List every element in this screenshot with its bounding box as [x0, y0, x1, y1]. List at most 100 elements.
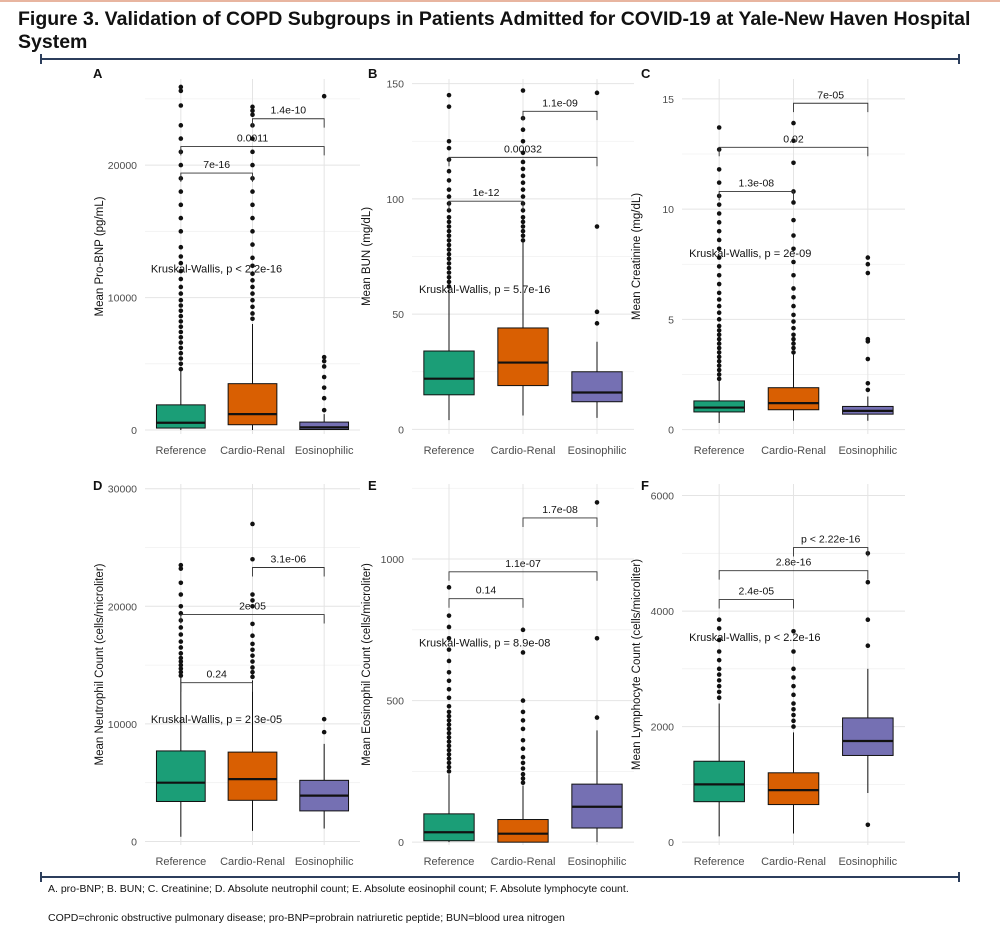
outlier-point: [594, 715, 600, 720]
outlier-point: [178, 329, 184, 335]
outlier-point: [446, 752, 452, 757]
box-cardio-renal: [497, 327, 549, 387]
outlier-point: [446, 747, 452, 753]
outlier-point: [716, 678, 722, 683]
outlier-point: [250, 162, 255, 168]
outlier-point: [791, 294, 796, 300]
outlier-point: [446, 722, 452, 727]
outlier-point: [716, 657, 722, 663]
y-tick-label: 150: [386, 79, 404, 91]
outlier-point: [791, 706, 796, 712]
outlier-point: [520, 150, 526, 156]
outlier-point: [446, 274, 452, 280]
y-tick-label: 10: [662, 204, 674, 216]
comparison-bracket: [793, 547, 869, 557]
outlier-point: [446, 713, 452, 719]
outlier-point: [446, 251, 452, 257]
outlier-point: [594, 636, 600, 641]
outlier-point: [178, 345, 184, 351]
comparison-p-value: 1.3e-08: [739, 177, 775, 189]
outlier-point: [716, 167, 722, 172]
comparison-p-value: 7e-05: [817, 89, 844, 101]
outlier-point: [520, 627, 526, 633]
box-cardio-renal: [227, 751, 278, 801]
panel-d: 0 10000 20000 30000 D Mean Neutrophil Count (…: [93, 478, 360, 868]
x-tick-label: Cardio-Renal: [761, 445, 826, 457]
outlier-point: [791, 692, 796, 698]
y-axis-title: Mean Lymphocyte Count (cells/microliter): [631, 559, 643, 770]
outlier-point: [250, 108, 255, 114]
outlier-point: [716, 272, 722, 278]
outlier-point: [250, 291, 255, 296]
outlier-point: [321, 729, 327, 735]
x-tick-label: Reference: [694, 445, 745, 457]
outlier-point: [178, 260, 184, 266]
outlier-point: [520, 215, 526, 220]
outlier-point: [716, 328, 722, 333]
outlier-point: [520, 127, 526, 133]
outlier-point: [791, 718, 796, 724]
comparison-bracket: [793, 102, 869, 113]
outlier-point: [446, 585, 452, 590]
outlier-point: [791, 350, 796, 355]
outlier-point: [250, 603, 255, 609]
y-axis-title: Mean Creatinine (mg/dL): [631, 193, 643, 320]
outlier-point: [446, 613, 452, 618]
outlier-point: [446, 265, 452, 271]
outlier-point: [321, 395, 327, 401]
outlier-point: [716, 317, 722, 322]
comparison-p-value: 0.0011: [237, 133, 268, 145]
y-tick-label: 20000: [108, 160, 137, 172]
x-tick-label: Cardio-Renal: [491, 856, 556, 868]
outlier-point: [178, 297, 184, 303]
comparison-bracket: [718, 146, 869, 157]
kruskal-wallis-label: Kruskal-Wallis, p = 2.3e-05: [151, 714, 282, 726]
outlier-point: [716, 376, 722, 382]
box-cardio-renal: [497, 819, 549, 843]
outlier-point: [716, 202, 722, 207]
comparison-bracket: [252, 118, 325, 128]
comparison-bracket: [180, 682, 253, 692]
outlier-point: [520, 760, 526, 766]
comparison-bracket: [718, 599, 794, 609]
outlier-point: [791, 336, 796, 342]
outlier-point: [321, 385, 327, 390]
outlier-point: [446, 703, 452, 709]
outlier-point: [250, 598, 255, 603]
outlier-point: [520, 754, 526, 760]
y-axis-title: Mean Neutrophil Count (cells/microliter): [94, 563, 106, 765]
outlier-point: [178, 659, 184, 664]
outlier-point: [716, 290, 722, 296]
y-axis-title: Mean Pro-BNP (pg/mL): [94, 196, 106, 316]
kruskal-wallis-label: Kruskal-Wallis, p = 2e-09: [689, 248, 811, 260]
outlier-point: [250, 229, 255, 234]
x-tick-label: Reference: [694, 856, 745, 868]
outlier-point: [178, 566, 184, 571]
outlier-point: [178, 162, 184, 168]
outlier-point: [791, 666, 796, 672]
outlier-point: [178, 88, 184, 94]
kruskal-wallis-label: Kruskal-Wallis, p = 5.7e-16: [419, 284, 550, 296]
outlier-point: [716, 323, 722, 329]
outlier-point: [520, 180, 526, 186]
box-eosinophilic: [571, 371, 623, 403]
comparison-bracket: [448, 200, 524, 211]
box-eosinophilic: [842, 717, 894, 756]
comparison-p-value: 7e-16: [203, 159, 230, 171]
outlier-point: [178, 291, 184, 296]
outlier-point: [321, 716, 327, 722]
outlier-point: [865, 255, 871, 260]
outlier-point: [178, 662, 184, 668]
outlier-point: [520, 173, 526, 179]
x-tick-label: Eosinophilic: [295, 445, 354, 457]
outlier-point: [716, 372, 722, 377]
panel-label: C: [641, 66, 651, 81]
outlier-point: [716, 695, 722, 701]
outlier-point: [446, 669, 452, 675]
top-accent-line: [0, 0, 1000, 2]
outlier-point: [250, 653, 255, 658]
outlier-point: [791, 675, 796, 680]
outlier-point: [446, 739, 452, 744]
outlier-point: [178, 340, 184, 345]
comparison-p-value: 1e-12: [473, 187, 500, 199]
